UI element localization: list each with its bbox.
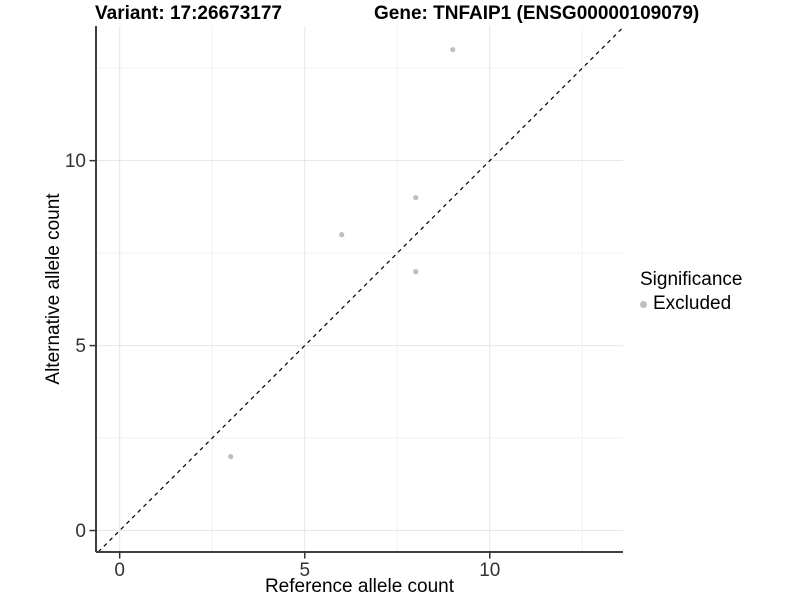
x-tick-label: 10 — [479, 560, 500, 581]
x-tick-label: 0 — [114, 560, 125, 581]
gene-title: Gene: TNFAIP1 (ENSG00000109079) — [374, 3, 700, 24]
y-tick-label: 0 — [75, 521, 86, 542]
data-point — [228, 453, 234, 460]
x-axis-title: Reference allele count — [264, 576, 455, 597]
data-point — [339, 232, 345, 238]
legend-entry: Excluded — [640, 293, 742, 315]
legend-entry-label: Excluded — [653, 293, 732, 314]
data-point — [413, 195, 419, 201]
variant-title: Variant: 17:26673177 — [95, 3, 282, 24]
y-tick-label: 10 — [65, 151, 86, 172]
identity-line — [97, 27, 624, 553]
y-tick-label: 5 — [75, 336, 86, 357]
legend-point-icon — [640, 300, 647, 308]
data-point — [450, 47, 456, 53]
legend-title: Significance — [640, 269, 743, 290]
x-tick-label: 5 — [299, 560, 310, 581]
legend: Significance Excluded — [640, 269, 742, 315]
data-point — [413, 269, 419, 275]
